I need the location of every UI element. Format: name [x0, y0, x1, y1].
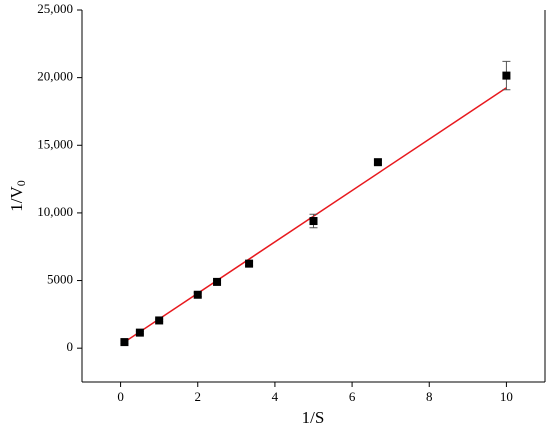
point	[135, 328, 144, 337]
y-tick-label: 5000	[47, 272, 73, 287]
y-tick-label: 0	[67, 339, 74, 354]
point	[155, 316, 164, 325]
x-tick-label: 10	[500, 389, 513, 404]
point	[120, 338, 129, 347]
point	[213, 277, 222, 286]
fit-line	[124, 87, 507, 343]
y-tick-label: 10,000	[37, 204, 73, 219]
y-axis-label-main: 1/V	[7, 186, 26, 212]
y-axis-label: 1/V0	[7, 180, 28, 212]
y-axis-label-sub: 0	[14, 180, 28, 186]
point	[502, 71, 511, 80]
x-tick-label: 2	[195, 389, 202, 404]
y-tick-label: 25,000	[37, 1, 73, 16]
y-tick-label: 20,000	[37, 69, 73, 84]
y-tick-label: 15,000	[37, 136, 73, 151]
x-tick-label: 6	[349, 389, 356, 404]
x-tick-label: 0	[117, 389, 124, 404]
point	[245, 259, 254, 268]
x-tick-label: 8	[426, 389, 433, 404]
point	[373, 158, 382, 167]
point	[193, 290, 202, 299]
x-axis-label: 1/S	[302, 408, 325, 427]
point	[309, 217, 318, 226]
x-tick-label: 4	[272, 389, 279, 404]
